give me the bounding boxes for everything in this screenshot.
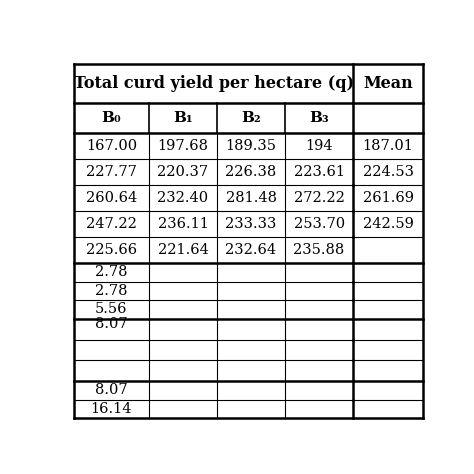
Text: 197.68: 197.68 [157,139,209,153]
Text: 232.40: 232.40 [157,191,209,205]
Text: 220.37: 220.37 [157,165,209,179]
Text: 187.01: 187.01 [363,139,413,153]
Text: B₀: B₀ [101,111,121,125]
Text: 236.11: 236.11 [157,217,209,231]
Text: 5.56: 5.56 [95,302,128,317]
Text: 225.66: 225.66 [86,243,137,257]
Text: Total curd yield per hectare (q): Total curd yield per hectare (q) [73,75,354,92]
Text: 194: 194 [305,139,333,153]
Text: 221.64: 221.64 [157,243,209,257]
Text: 16.14: 16.14 [91,402,132,416]
Text: 247.22: 247.22 [86,217,137,231]
Text: 8.07: 8.07 [95,317,128,331]
Text: 261.69: 261.69 [363,191,413,205]
Text: 233.33: 233.33 [225,217,277,231]
Text: Mean: Mean [363,75,413,92]
Text: 260.64: 260.64 [86,191,137,205]
Text: 223.61: 223.61 [293,165,345,179]
Text: 227.77: 227.77 [86,165,137,179]
Text: 226.38: 226.38 [226,165,277,179]
Text: 224.53: 224.53 [363,165,413,179]
Text: B₁: B₁ [173,111,193,125]
Text: B₃: B₃ [310,111,329,125]
Text: 8.07: 8.07 [95,383,128,397]
Text: 253.70: 253.70 [293,217,345,231]
Text: 272.22: 272.22 [294,191,345,205]
Text: 167.00: 167.00 [86,139,137,153]
Text: 235.88: 235.88 [293,243,345,257]
Text: 2.78: 2.78 [95,284,128,298]
Text: 2.78: 2.78 [95,265,128,279]
Text: 242.59: 242.59 [363,217,413,231]
Text: 281.48: 281.48 [226,191,276,205]
Text: 189.35: 189.35 [226,139,276,153]
Text: B₂: B₂ [241,111,261,125]
Text: 232.64: 232.64 [226,243,277,257]
